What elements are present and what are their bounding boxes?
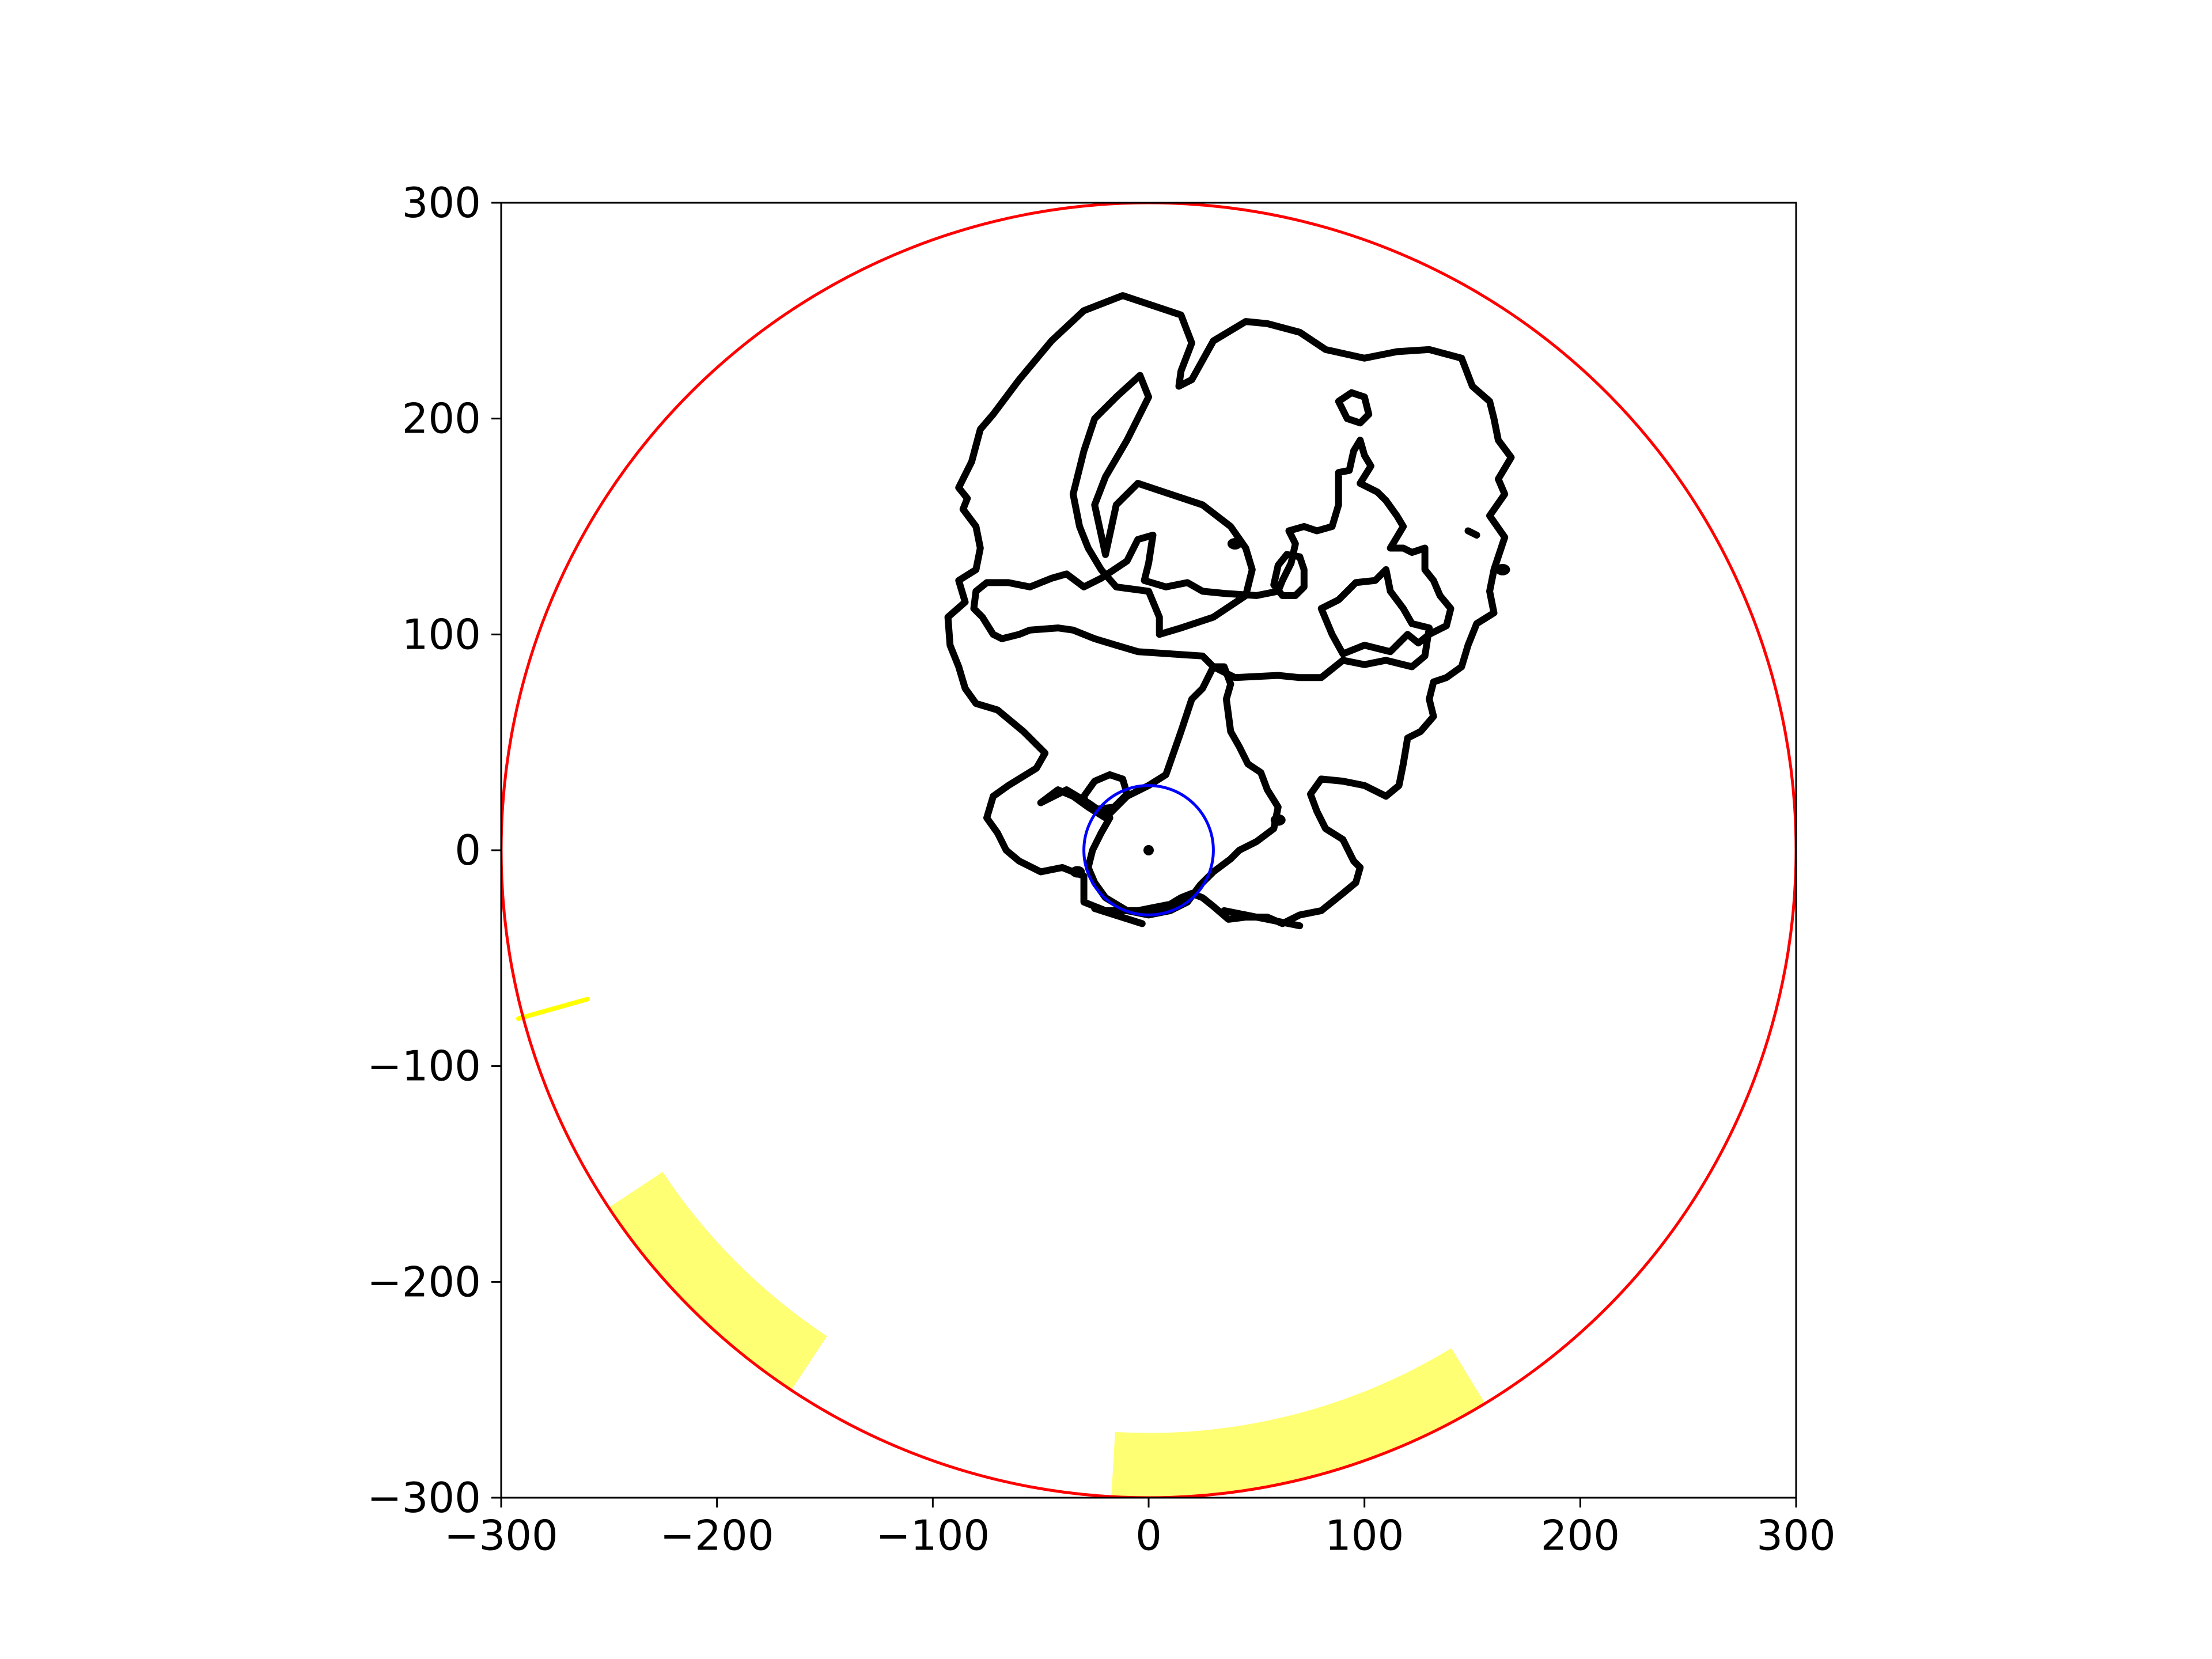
y-tick-label-4: 100 <box>402 610 481 658</box>
contour-lower_lobe <box>1037 663 1282 919</box>
highlight-sector-1 <box>1111 1348 1485 1498</box>
x-tick-label-0: −300 <box>444 1512 558 1560</box>
contour-stub_a <box>1091 905 1146 927</box>
contour-loop_a <box>1080 771 1131 813</box>
y-tick-label-0: −300 <box>367 1474 481 1522</box>
x-tick-label-5: 200 <box>1541 1512 1620 1560</box>
contour-inner_band <box>970 437 1455 681</box>
contour-blob-0 <box>1227 537 1243 550</box>
contour-loop_b <box>1270 551 1308 599</box>
contour-notch <box>1069 372 1256 638</box>
y-tick-label-6: 300 <box>402 179 481 227</box>
y-tick-label-2: −100 <box>367 1042 481 1090</box>
center-point <box>1143 845 1154 855</box>
contour-outer <box>944 292 1515 927</box>
x-tick-label-4: 100 <box>1325 1512 1404 1560</box>
contour-stub_b <box>1221 907 1304 930</box>
y-tick-label-5: 200 <box>402 395 481 443</box>
highlight-segment <box>516 997 590 1021</box>
axes: −300 −200 −100 0 100 200 300 −300 −200 −100 0 100 20… <box>367 179 1835 1560</box>
x-tick-label-3: 0 <box>1135 1512 1162 1560</box>
contour-loop_c <box>1335 389 1373 427</box>
center-circle <box>1082 784 1215 916</box>
x-tick-label-2: −100 <box>876 1512 990 1560</box>
x-tick-label-6: 300 <box>1756 1512 1835 1560</box>
y-tick-label-1: −200 <box>367 1257 481 1306</box>
contour-blob-3 <box>1495 563 1510 575</box>
y-tick-label-3: 0 <box>454 826 481 874</box>
contour-stub_c <box>1464 527 1480 539</box>
contour-blob-2 <box>1070 866 1085 878</box>
highlight-sector-0 <box>608 1172 827 1391</box>
plot-area <box>501 203 1796 1498</box>
contour-blob-1 <box>1270 814 1286 826</box>
x-tick-label-1: −200 <box>660 1512 774 1560</box>
